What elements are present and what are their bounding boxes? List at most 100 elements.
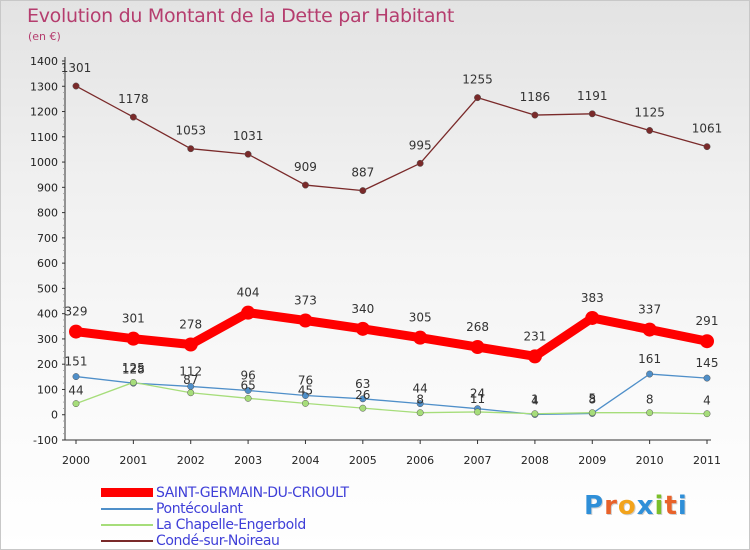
x-tick-label: 2002 (177, 454, 205, 467)
data-point (646, 127, 654, 134)
legend-label-saint-germain: SAINT-GERMAIN-DU-CRIOULT (156, 485, 349, 501)
proxiti-logo: Proxiti (584, 491, 688, 521)
data-label: 128 (122, 362, 145, 376)
legend-swatch-pontecoulant (101, 508, 153, 510)
data-label: 291 (696, 314, 719, 328)
data-label: 305 (409, 311, 432, 325)
data-label: 65 (240, 378, 255, 392)
data-point (588, 110, 596, 118)
x-tick-label: 2007 (464, 454, 492, 467)
legend-label-conde: Condé-sur-Noireau (156, 533, 280, 549)
legend-label-pontecoulant: Pontécoulant (156, 501, 243, 517)
data-label: 1186 (520, 90, 551, 104)
series-line (75, 373, 708, 416)
data-label: 301 (122, 312, 145, 326)
data-label: 26 (355, 388, 370, 402)
data-label: 278 (179, 317, 202, 331)
data-point (72, 400, 80, 408)
data-point (646, 370, 654, 378)
series-line (71, 308, 712, 361)
data-point (302, 181, 309, 189)
data-point (72, 373, 80, 381)
data-label: 231 (523, 329, 546, 343)
data-point (69, 324, 83, 339)
data-label: 1061 (692, 122, 723, 136)
data-point (416, 400, 424, 408)
y-tick-label: 1100 (30, 131, 58, 144)
data-label: 44 (413, 382, 428, 396)
data-label: 112 (179, 364, 202, 378)
x-tick-label: 2001 (119, 454, 147, 467)
data-point (527, 349, 542, 364)
y-tick-label: -100 (33, 434, 58, 447)
x-tick-label: 2000 (62, 454, 90, 467)
y-tick-label: 200 (37, 358, 58, 371)
data-label: 1255 (462, 73, 493, 87)
y-tick-label: 1000 (30, 156, 58, 169)
x-tick-label: 2009 (578, 454, 606, 467)
data-label: 887 (351, 166, 374, 180)
chart-title: Evolution du Montant de la Dette par Hab… (27, 5, 455, 27)
x-tick-label: 2003 (234, 454, 262, 467)
data-label: 909 (294, 160, 317, 174)
data-label: 96 (240, 368, 255, 382)
y-tick-label: 900 (37, 181, 58, 194)
data-point (642, 322, 657, 337)
logo-letter: i (654, 491, 665, 521)
logo-letter: o (617, 491, 637, 521)
data-point (531, 410, 539, 418)
data-point (359, 187, 367, 195)
data-point (416, 409, 424, 417)
data-point (588, 409, 596, 417)
data-label: 329 (65, 305, 88, 319)
data-label: 4 (703, 394, 711, 408)
data-point (703, 374, 711, 382)
y-tick-label: 400 (37, 308, 58, 321)
logo-letter: P (584, 491, 605, 521)
y-tick-label: 100 (37, 383, 58, 396)
data-point (129, 378, 137, 386)
data-label: 8 (646, 393, 654, 407)
data-label: 337 (638, 303, 661, 317)
data-label: 1178 (118, 92, 149, 106)
data-label: 151 (65, 355, 88, 369)
data-point (187, 389, 195, 397)
data-label: 8 (416, 393, 424, 407)
data-label: 87 (183, 373, 198, 387)
data-label: 1053 (175, 124, 206, 138)
data-point (703, 143, 711, 151)
x-tick-label: 2011 (693, 454, 721, 467)
chart-subtitle: (en €) (28, 30, 61, 43)
data-label: 44 (68, 384, 83, 398)
data-label: 1191 (577, 89, 608, 103)
data-point (302, 399, 309, 407)
data-label: 24 (470, 387, 485, 401)
y-tick-label: 1400 (30, 55, 58, 68)
data-label: 4 (531, 394, 539, 408)
data-label: 145 (696, 356, 719, 370)
data-label: 1125 (634, 105, 665, 119)
x-tick-label: 2005 (349, 454, 377, 467)
data-point (359, 404, 367, 412)
series-line (75, 85, 708, 192)
data-point (183, 337, 198, 352)
data-label: 161 (638, 352, 661, 366)
data-label: 373 (294, 293, 317, 307)
data-point (703, 410, 711, 418)
data-point (413, 330, 428, 345)
data-point (359, 395, 367, 403)
legend-swatch-conde (101, 540, 153, 542)
data-label: 8 (588, 393, 596, 407)
y-tick-label: 1200 (30, 106, 58, 119)
logo-letter: r (604, 491, 618, 521)
data-point (244, 150, 252, 158)
y-tick-label: 600 (37, 257, 58, 270)
data-label: 1031 (233, 129, 264, 143)
data-point (244, 387, 252, 394)
x-tick-label: 2010 (636, 454, 664, 467)
y-tick-label: 0 (51, 409, 58, 422)
logo-letter: i (677, 491, 688, 521)
data-label: 45 (298, 383, 313, 397)
